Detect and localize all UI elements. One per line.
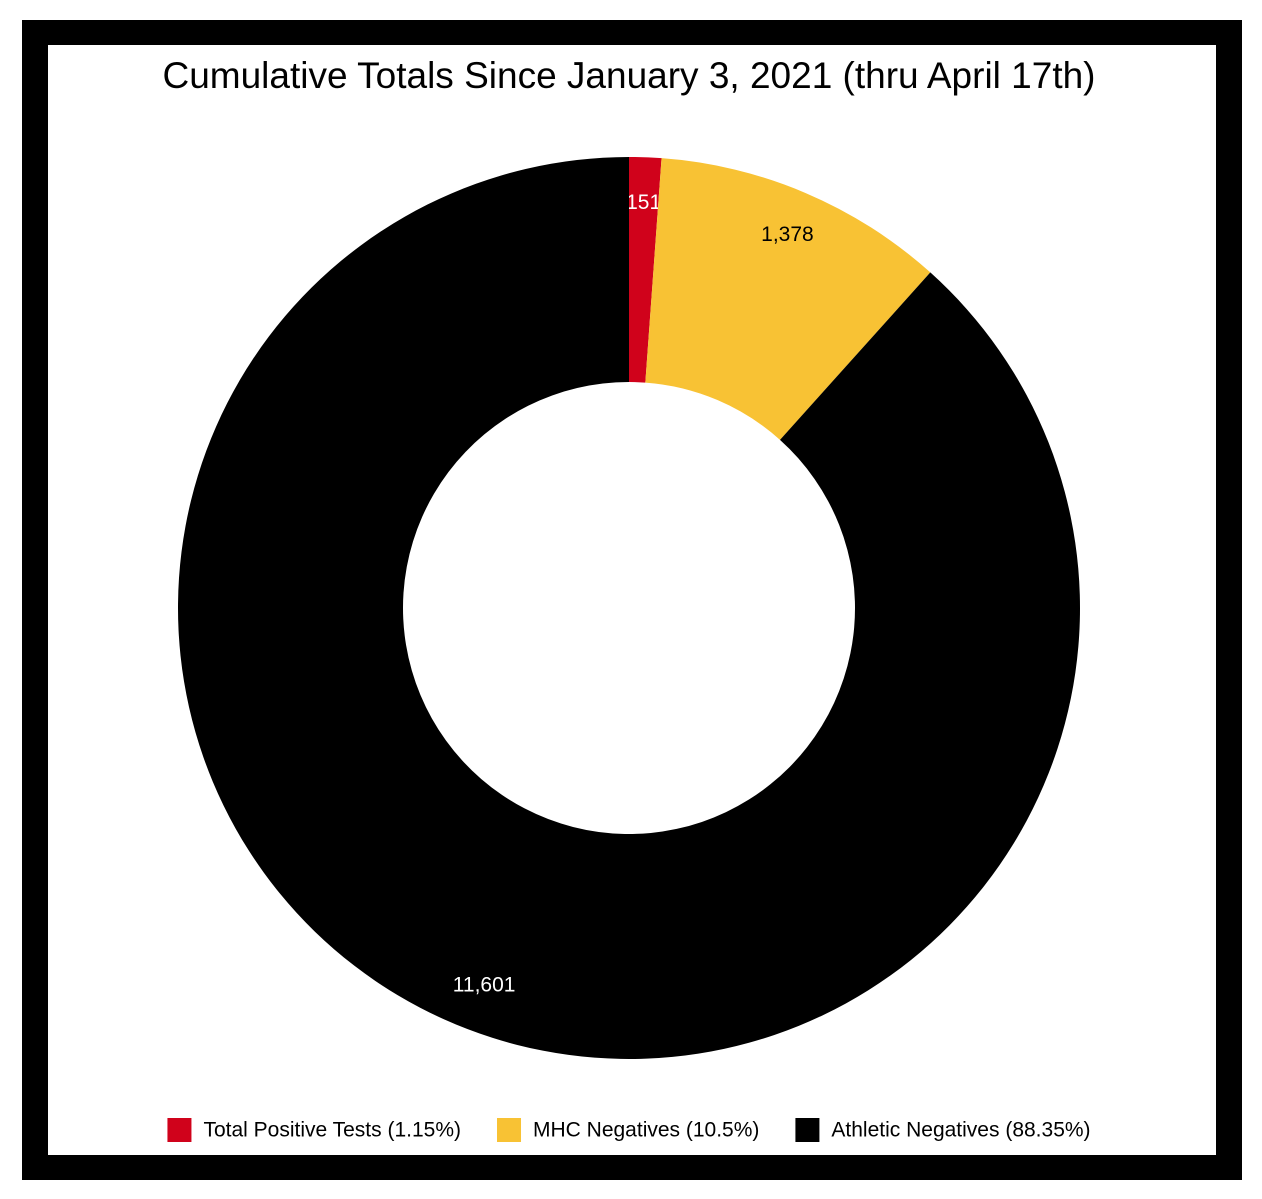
legend-swatch xyxy=(795,1118,820,1142)
chart-title: Cumulative Totals Since January 3, 2021 … xyxy=(162,55,1095,96)
legend-label: Total Positive Tests (1.15%) xyxy=(203,1119,461,1142)
legend-label: Athletic Negatives (88.35%) xyxy=(831,1119,1090,1142)
value-label: 151 xyxy=(626,191,661,214)
value-label: 1,378 xyxy=(761,223,814,246)
legend-swatch xyxy=(167,1118,192,1142)
value-label: 11,601 xyxy=(453,974,516,997)
legend-label: MHC Negatives (10.5%) xyxy=(533,1119,759,1142)
donut-segment xyxy=(178,157,1081,1059)
donut-segment xyxy=(645,158,931,440)
donut-segment xyxy=(629,157,662,383)
legend-swatch xyxy=(497,1118,522,1142)
